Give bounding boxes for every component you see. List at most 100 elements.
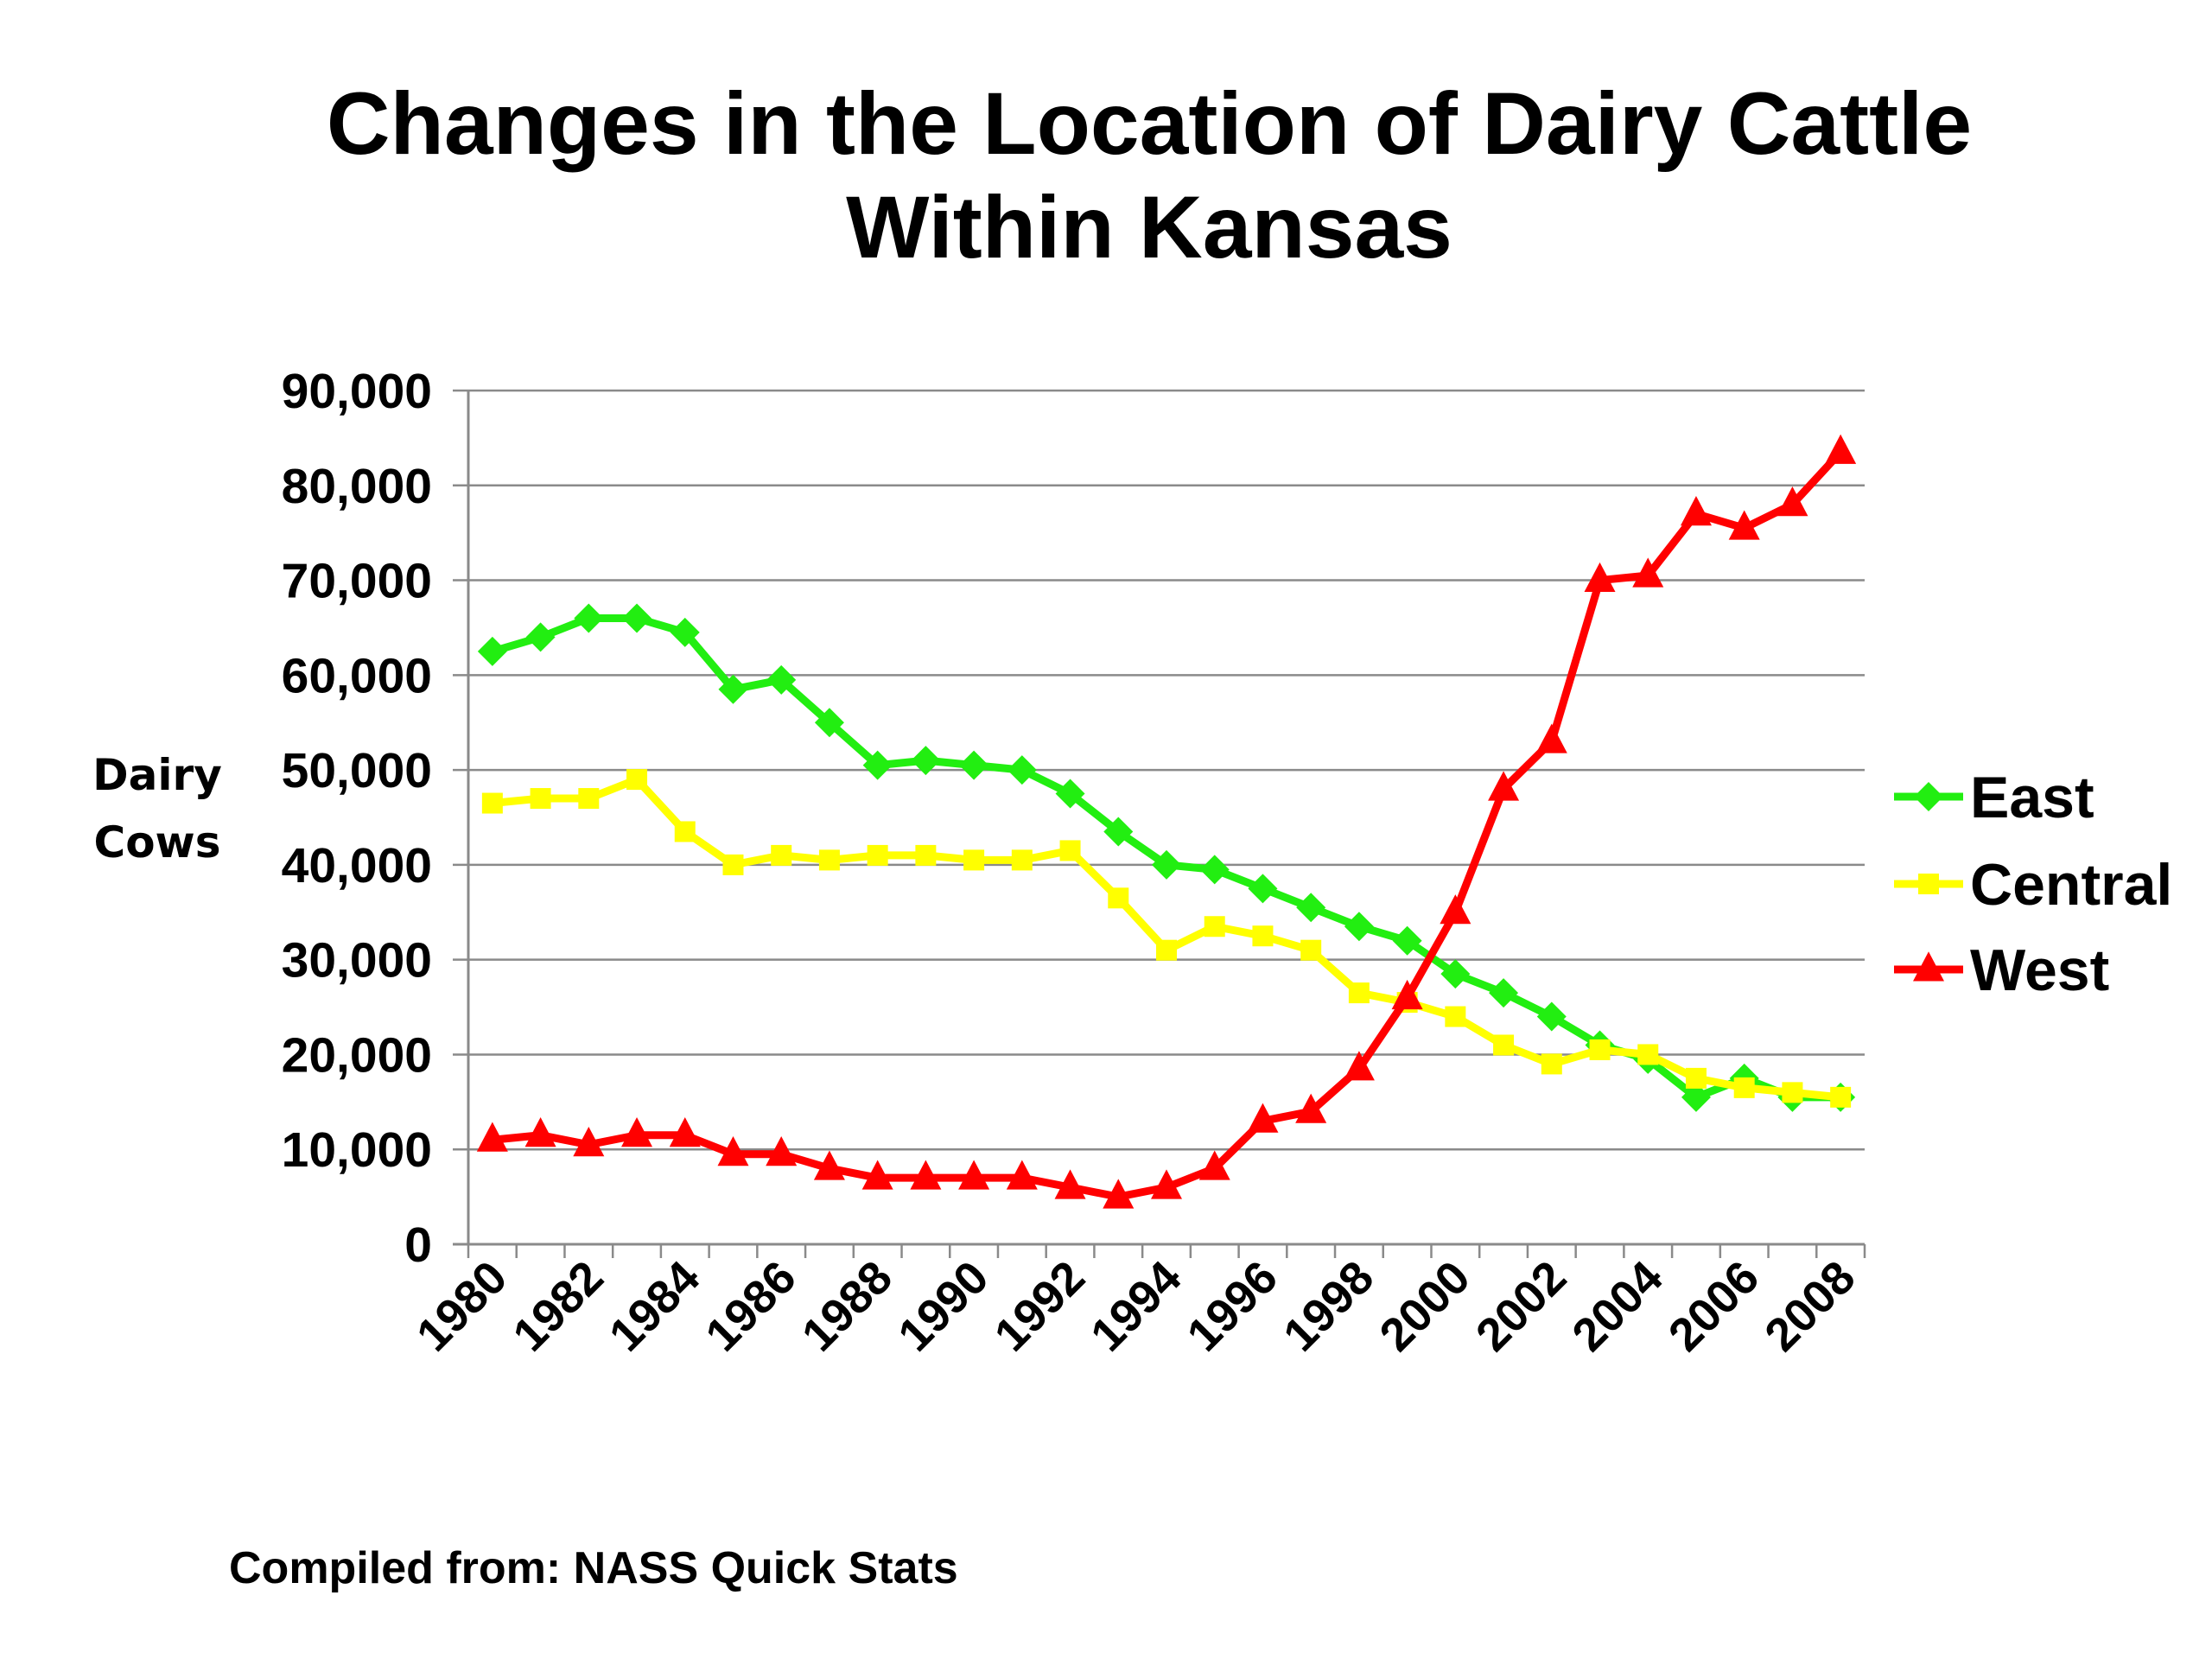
point-east-1987 [814, 708, 844, 738]
point-east-1989 [911, 746, 941, 776]
point-central-1996 [1252, 925, 1274, 947]
point-west-1983 [621, 1117, 653, 1147]
point-central-2007 [1782, 1082, 1803, 1103]
point-east-1986 [766, 664, 797, 695]
point-central-2005 [1685, 1067, 1707, 1089]
point-west-2003 [1584, 562, 1616, 593]
point-central-1995 [1204, 916, 1225, 938]
x-tick-label-2000: 2000 [1370, 1251, 1479, 1361]
point-west-2007 [1777, 486, 1808, 517]
point-central-1985 [722, 854, 744, 875]
point-west-2006 [1728, 510, 1760, 540]
y-tick-labels: 0 10,000 20,000 30,000 40,000 50,000 60,000 70,… [282, 364, 432, 1273]
x-tick-label-1986: 1986 [696, 1251, 805, 1361]
data-series [476, 434, 1857, 1209]
y-tick-label-10000: 10,000 [282, 1122, 432, 1178]
point-west-1990 [958, 1160, 990, 1190]
y-tick-label-60000: 60,000 [282, 648, 432, 703]
point-east-1980 [477, 636, 507, 666]
x-tick-label-2006: 2006 [1659, 1251, 1769, 1361]
point-east-1993 [1103, 817, 1134, 847]
legend-item-east: East [1894, 765, 2094, 830]
point-east-1995 [1199, 855, 1230, 885]
point-central-2002 [1541, 1053, 1562, 1075]
series-west [476, 434, 1857, 1209]
point-central-1997 [1300, 939, 1322, 961]
x-tick-label-2008: 2008 [1755, 1251, 1865, 1361]
x-tick-label-1984: 1984 [600, 1251, 709, 1361]
series-east [477, 603, 1856, 1112]
y-axis-label: Dairy Cows [92, 750, 222, 868]
point-central-2000 [1445, 1006, 1466, 1027]
point-central-1993 [1108, 887, 1129, 909]
point-west-1986 [766, 1136, 798, 1166]
x-tick-label-1990: 1990 [888, 1251, 998, 1361]
point-east-1998 [1344, 912, 1374, 942]
series-central [481, 769, 1852, 1108]
x-tick-label-2002: 2002 [1466, 1251, 1576, 1361]
x-tick-label-1998: 1998 [1274, 1251, 1383, 1361]
legend: East Central West [1894, 765, 2172, 1003]
legend-item-west: West [1894, 938, 2109, 1003]
chart-title-line-1: Changes in the Location of Dairy Cattle [327, 74, 1972, 173]
point-east-1994 [1152, 849, 1181, 880]
point-central-1998 [1348, 982, 1370, 1004]
point-central-1992 [1059, 840, 1081, 861]
legend-marker-west [1913, 951, 1944, 982]
x-tick-labels: 1980198219841986198819901992199419961998… [407, 1251, 1866, 1361]
point-west-1988 [861, 1160, 893, 1190]
point-west-2002 [1535, 723, 1567, 753]
point-east-1992 [1055, 779, 1085, 809]
point-central-1981 [530, 788, 551, 810]
point-central-1984 [674, 821, 696, 842]
y-tick-label-50000: 50,000 [282, 743, 432, 798]
point-east-2001 [1489, 978, 1519, 1008]
point-central-1991 [1011, 849, 1033, 871]
y-tick-label-30000: 30,000 [282, 933, 432, 988]
point-west-1980 [476, 1122, 508, 1152]
point-central-2006 [1733, 1077, 1755, 1098]
legend-marker-east [1914, 782, 1943, 811]
point-west-1994 [1151, 1169, 1182, 1199]
point-west-1991 [1006, 1160, 1038, 1190]
y-tick-label-70000: 70,000 [282, 554, 432, 609]
point-central-1987 [818, 849, 840, 871]
point-west-1987 [813, 1150, 845, 1180]
point-west-1981 [524, 1117, 556, 1147]
point-west-2004 [1632, 557, 1664, 588]
point-east-2002 [1536, 1001, 1567, 1032]
point-east-1988 [862, 750, 893, 780]
x-tick-label-1996: 1996 [1178, 1251, 1287, 1361]
point-east-1984 [670, 617, 700, 647]
point-west-1985 [717, 1136, 749, 1166]
point-west-1982 [573, 1127, 605, 1157]
x-tick-label-1988: 1988 [792, 1251, 902, 1361]
point-central-2001 [1493, 1034, 1515, 1056]
point-east-1991 [1007, 755, 1037, 785]
point-central-2004 [1637, 1044, 1659, 1065]
point-central-2003 [1589, 1039, 1611, 1060]
y-tick-label-0: 0 [404, 1217, 432, 1273]
point-central-1994 [1156, 939, 1177, 961]
point-central-1990 [963, 849, 985, 871]
legend-label-west: West [1970, 938, 2109, 1003]
y-tick-label-40000: 40,000 [282, 838, 432, 893]
point-west-2001 [1488, 771, 1520, 801]
point-east-1985 [718, 674, 748, 704]
legend-item-central: Central [1894, 852, 2172, 918]
y-axis-label-line-1: Dairy [92, 750, 222, 800]
y-axis-label-line-2: Cows [94, 817, 221, 868]
point-east-1990 [959, 750, 989, 780]
source-note: Compiled from: NASS Quick Stats [229, 1543, 958, 1593]
point-east-1982 [574, 603, 604, 633]
x-tick-label-1994: 1994 [1081, 1251, 1191, 1361]
point-west-2000 [1440, 894, 1471, 925]
x-tick-label-2004: 2004 [1562, 1251, 1672, 1361]
point-central-1980 [481, 792, 503, 814]
axes [453, 391, 1866, 1258]
point-east-2000 [1440, 959, 1471, 989]
point-west-1996 [1247, 1103, 1279, 1133]
x-tick-label-1982: 1982 [503, 1251, 613, 1361]
point-west-1998 [1343, 1051, 1375, 1081]
